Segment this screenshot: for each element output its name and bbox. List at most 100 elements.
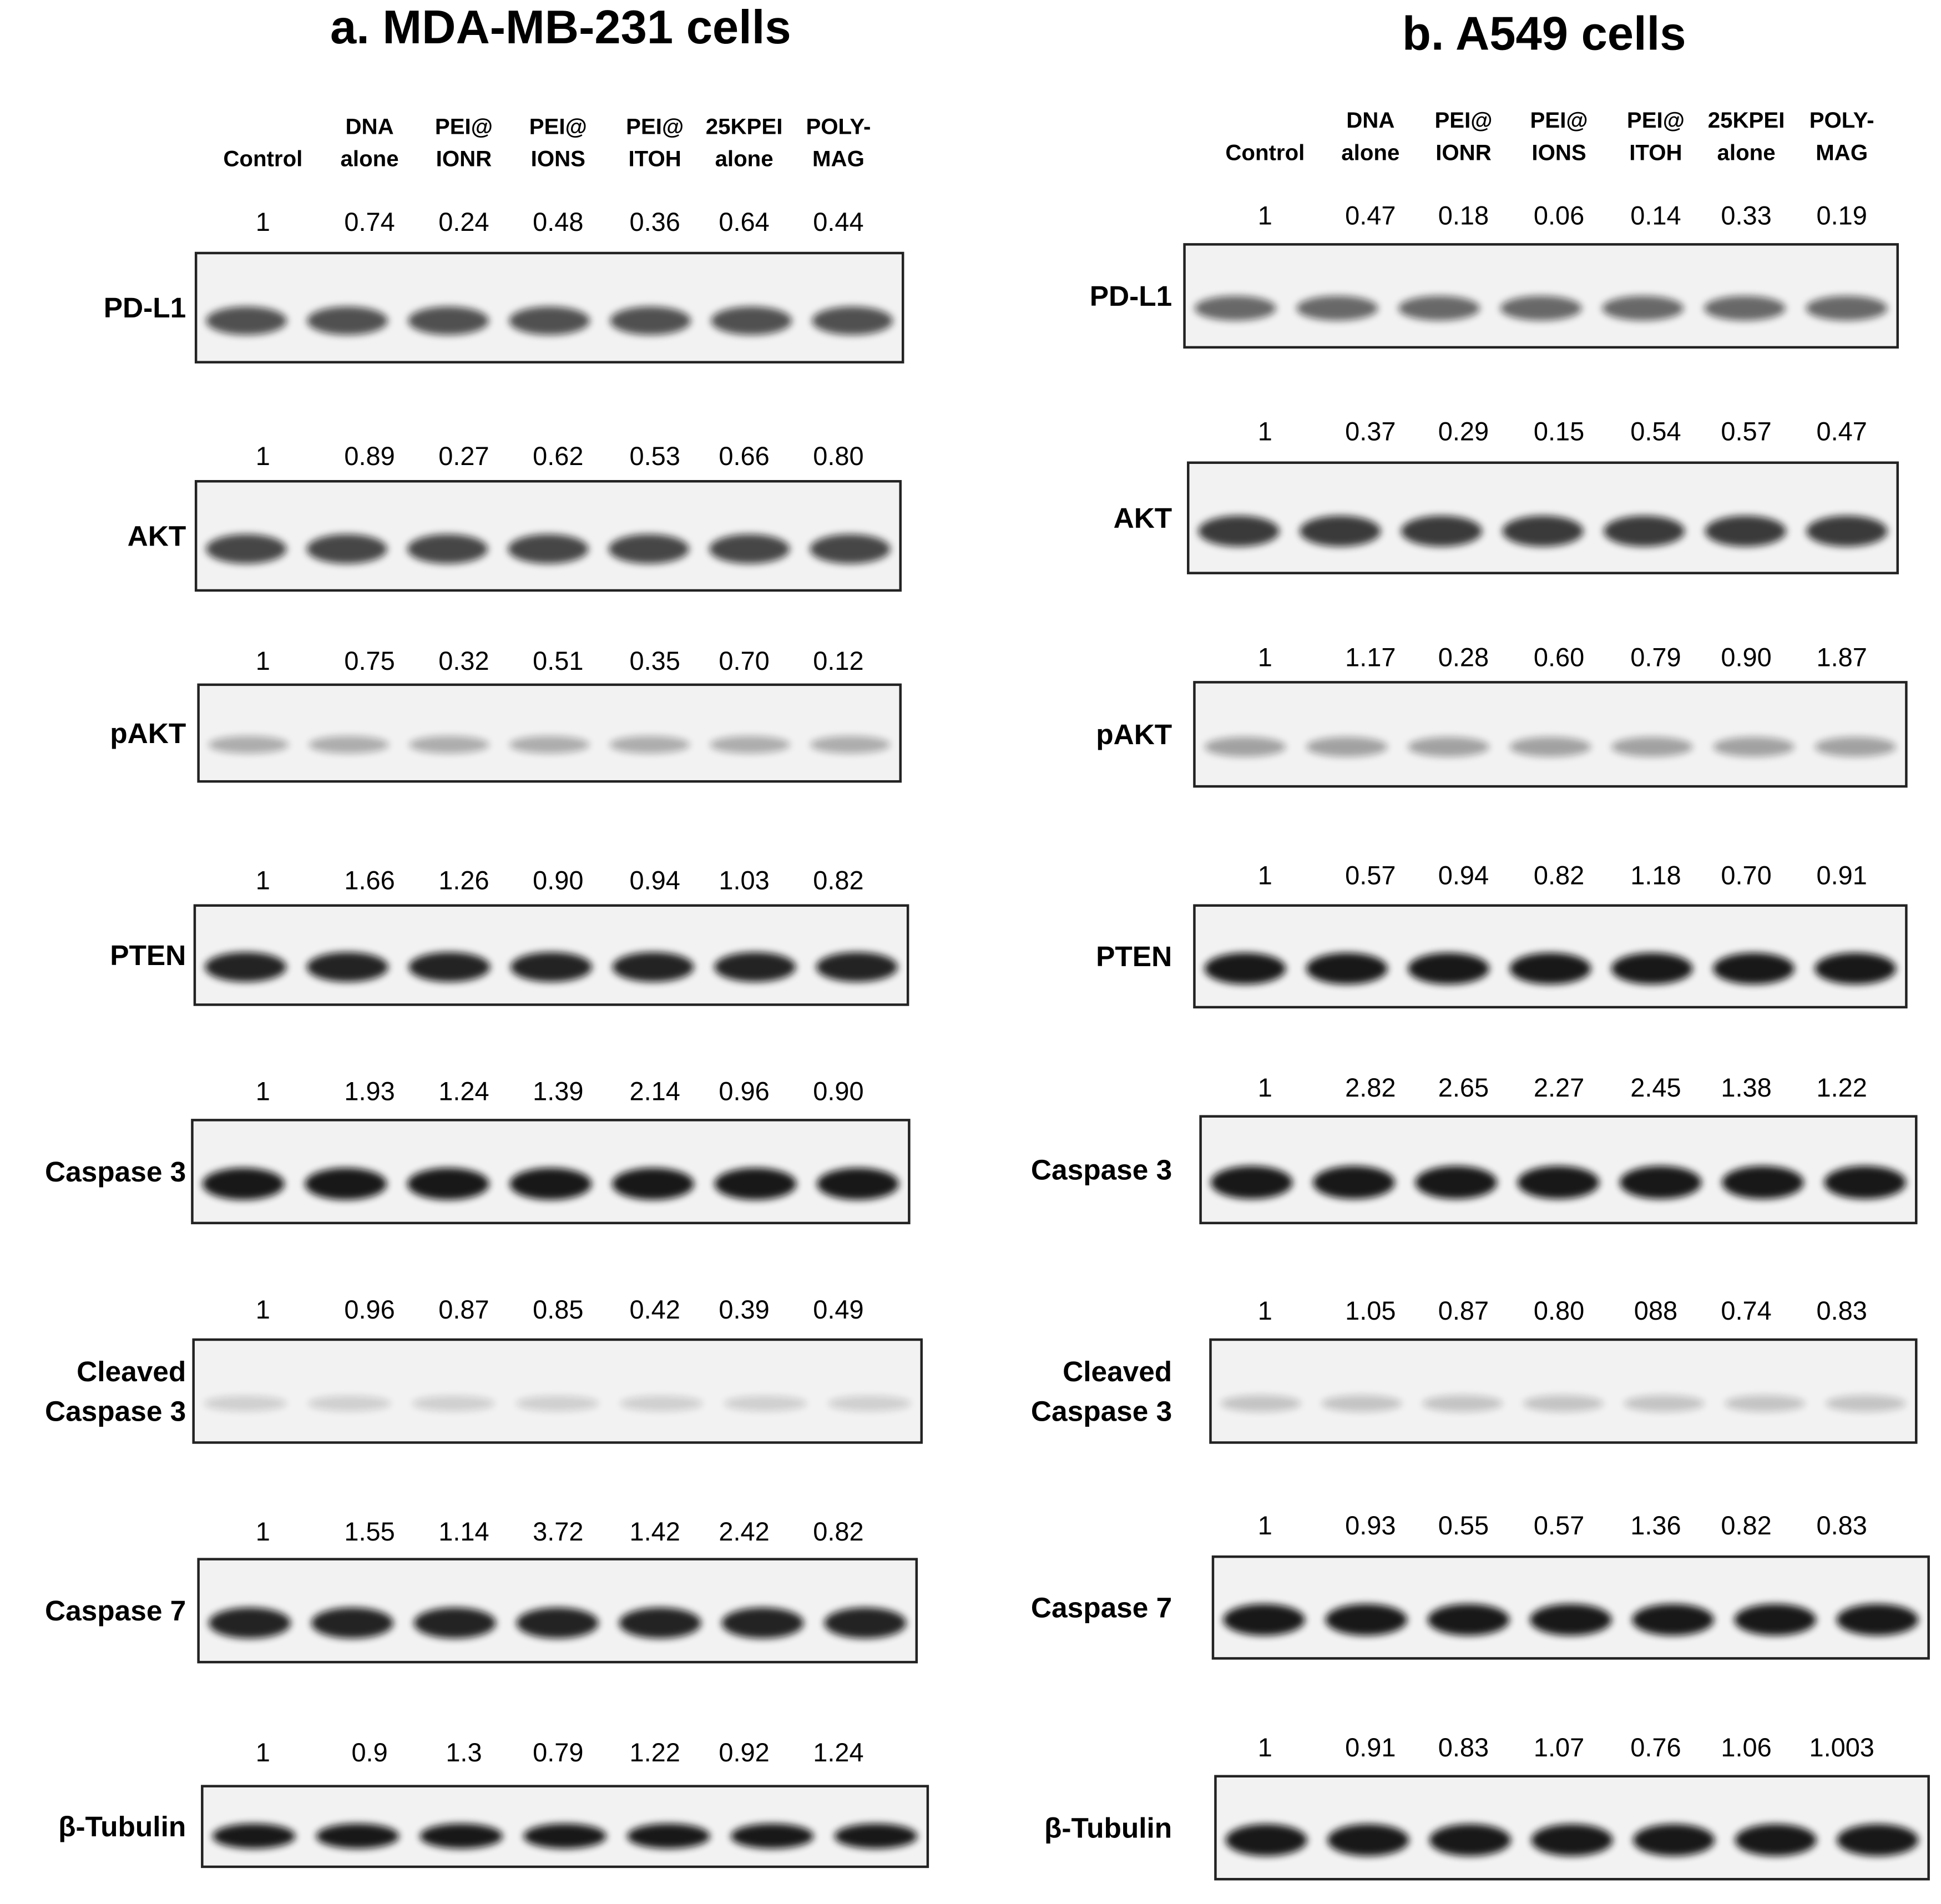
band <box>209 1607 291 1639</box>
band <box>612 952 694 982</box>
band <box>828 1396 911 1411</box>
band <box>1296 296 1378 321</box>
band <box>1509 736 1591 757</box>
quant-value: 1.003 <box>1809 1733 1874 1762</box>
blot-label: Caspase 7 <box>1031 1592 1172 1624</box>
lane-label: alone <box>715 147 774 171</box>
quant-value: 1 <box>256 1517 270 1546</box>
quant-value: 0.47 <box>1345 201 1396 230</box>
quant-value: 0.91 <box>1817 861 1867 890</box>
blot-background <box>197 683 902 783</box>
band <box>509 736 590 754</box>
band <box>1611 952 1693 984</box>
quant-value: 0.57 <box>1534 1511 1584 1540</box>
band <box>609 736 690 754</box>
quant-value: 0.57 <box>1345 861 1396 890</box>
band <box>1313 1166 1395 1199</box>
quant-value: 0.27 <box>438 442 489 471</box>
band <box>1530 1604 1612 1636</box>
band <box>714 952 796 982</box>
quant-value: 2.27 <box>1534 1073 1584 1102</box>
band <box>1632 1604 1714 1636</box>
band <box>812 306 893 335</box>
band <box>1415 1166 1497 1199</box>
band <box>1611 736 1693 757</box>
quant-value: 0.49 <box>813 1295 863 1324</box>
lane-label: DNA <box>346 114 394 139</box>
quant-value: 0.83 <box>1817 1511 1867 1540</box>
band <box>612 1168 694 1200</box>
quant-value: 0.60 <box>1534 643 1584 671</box>
band <box>620 1396 704 1411</box>
band <box>1713 952 1795 984</box>
band <box>1211 1166 1293 1199</box>
quant-value: 0.96 <box>719 1077 769 1106</box>
quant-value: 1.66 <box>344 866 395 895</box>
quant-value: 1.87 <box>1817 643 1867 671</box>
quant-value: 1 <box>1258 1296 1272 1325</box>
lane-label: POLY- <box>806 114 871 139</box>
quant-value: 0.82 <box>1534 861 1584 890</box>
band <box>1604 516 1685 547</box>
band <box>810 736 891 754</box>
quant-value: 0.29 <box>1438 417 1489 446</box>
band <box>1306 736 1388 757</box>
quant-value: 0.94 <box>1438 861 1489 890</box>
panel-title: a. MDA-MB-231 cells <box>330 1 791 53</box>
band <box>407 534 488 564</box>
band <box>1408 952 1489 984</box>
blot-label: β-Tubulin <box>1044 1811 1172 1844</box>
quant-value: 2.82 <box>1345 1073 1396 1102</box>
band <box>508 534 589 564</box>
band <box>419 1824 503 1849</box>
quant-value: 1 <box>1258 1073 1272 1102</box>
quant-value: 1.24 <box>813 1738 863 1767</box>
quant-value: 0.91 <box>1345 1733 1396 1762</box>
quant-value: 0.82 <box>813 866 863 895</box>
band <box>1705 516 1786 547</box>
band <box>407 1168 489 1200</box>
lane-label: alone <box>341 147 399 171</box>
band <box>309 736 390 754</box>
quant-value: 0.90 <box>1721 643 1771 671</box>
blot-label: PD-L1 <box>104 291 186 324</box>
band <box>412 1396 496 1411</box>
quant-value: 1 <box>1258 1733 1272 1762</box>
band <box>709 534 790 564</box>
blot-label: PTEN <box>1096 940 1172 972</box>
quant-value: 1.24 <box>438 1077 489 1106</box>
band <box>1517 1166 1600 1199</box>
lane-label: alone <box>1341 140 1399 165</box>
quant-value: 1.07 <box>1534 1733 1584 1762</box>
band <box>523 1824 606 1849</box>
lane-label: POLY- <box>1809 108 1874 133</box>
band <box>1401 516 1482 547</box>
band <box>1620 1166 1702 1199</box>
band <box>510 952 592 982</box>
band <box>824 1607 907 1639</box>
blot-label: Cleaved <box>77 1355 186 1387</box>
quant-value: 0.92 <box>719 1738 769 1767</box>
quant-value: 1 <box>256 208 270 236</box>
band <box>1422 1395 1503 1412</box>
quant-value: 0.80 <box>813 442 863 471</box>
quant-value: 0.53 <box>629 442 680 471</box>
quant-value: 2.45 <box>1630 1073 1681 1102</box>
quant-value: 1 <box>1258 861 1272 890</box>
blot-label: Caspase 3 <box>45 1155 186 1188</box>
quant-value: 0.83 <box>1817 1296 1867 1325</box>
band <box>208 736 289 754</box>
quant-value: 1.55 <box>344 1517 395 1546</box>
blot-label: β-Tubulin <box>58 1810 186 1842</box>
blot-background <box>1209 1338 1918 1444</box>
band <box>1806 296 1888 321</box>
band <box>509 1168 592 1200</box>
quant-value: 0.74 <box>1721 1296 1771 1325</box>
quant-value: 0.18 <box>1438 201 1489 230</box>
quant-value: 0.36 <box>629 208 680 236</box>
band <box>1502 516 1584 547</box>
quant-value: 0.85 <box>533 1295 583 1324</box>
band <box>409 736 489 754</box>
band <box>206 306 287 335</box>
band <box>1220 1395 1302 1412</box>
